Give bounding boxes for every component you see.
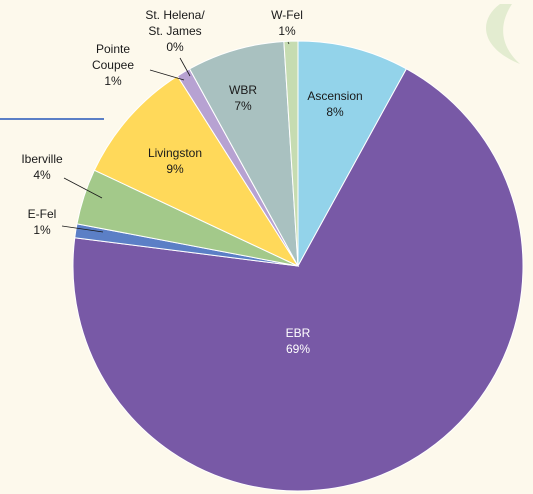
pie <box>72 40 524 492</box>
value-label: 1% <box>278 24 296 38</box>
category-label: St. Helena/St. James <box>145 8 205 38</box>
value-label: 69% <box>286 342 310 356</box>
pie-slice <box>283 40 299 267</box>
value-label: 1% <box>33 223 51 237</box>
value-label: 7% <box>234 99 252 113</box>
leader-line <box>63 177 103 199</box>
pie-slice <box>72 68 524 492</box>
pie-slice <box>297 40 408 267</box>
leader-line <box>179 57 191 77</box>
leader-line <box>287 41 290 45</box>
labels: Ascension 8% EBR 69% E-Fel 1% Iberville 4% Livin… <box>21 8 362 356</box>
category-label: Livingston <box>148 146 202 160</box>
category-label: Ascension <box>307 89 362 103</box>
pie-slice <box>93 75 300 268</box>
leader-lines <box>61 41 290 233</box>
category-label: WBR <box>229 83 257 97</box>
category-label: Pointe Coupee <box>92 42 134 72</box>
decor-swoosh <box>486 4 520 64</box>
leader-line <box>149 69 185 81</box>
value-label: 0% <box>166 40 184 54</box>
category-label: Iberville <box>21 152 63 166</box>
category-label: E-Fel <box>28 207 57 221</box>
leader-line <box>61 225 104 233</box>
category-label: EBR <box>286 326 311 340</box>
category-label: W-Fel <box>271 8 303 22</box>
value-label: 8% <box>326 105 344 119</box>
value-label: 9% <box>166 162 184 176</box>
value-label: 1% <box>104 74 122 88</box>
value-label: 4% <box>33 168 51 182</box>
